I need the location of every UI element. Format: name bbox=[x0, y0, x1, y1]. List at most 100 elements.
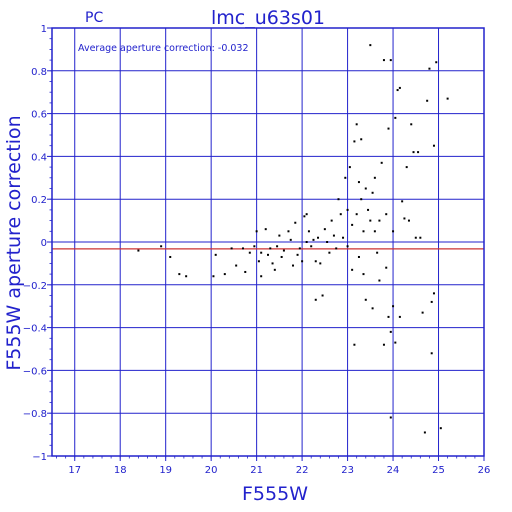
x-tick-label: 20 bbox=[205, 465, 218, 476]
data-point bbox=[373, 176, 376, 179]
data-point bbox=[446, 97, 449, 100]
data-point bbox=[405, 166, 408, 169]
x-tick-label: 23 bbox=[341, 465, 354, 476]
data-point bbox=[392, 305, 395, 308]
data-point bbox=[376, 251, 379, 254]
data-point bbox=[264, 228, 267, 231]
data-point bbox=[410, 123, 413, 126]
data-point bbox=[346, 208, 349, 211]
data-point bbox=[314, 260, 317, 263]
data-point bbox=[421, 311, 424, 314]
x-axis-title: F555W bbox=[242, 483, 308, 505]
data-point bbox=[389, 59, 392, 62]
y-tick-label: 0.4 bbox=[31, 152, 47, 163]
data-point bbox=[414, 236, 417, 239]
data-point bbox=[332, 234, 335, 237]
tick-labels: 17 18 19 20 21 22 23 24 25 26 −1 −0.8 −0.6 −0.4 −0.2 0 0… bbox=[23, 24, 491, 476]
data-point bbox=[241, 247, 244, 250]
y-tick-label: 0 bbox=[41, 238, 47, 249]
data-point bbox=[360, 198, 363, 201]
data-point bbox=[382, 59, 385, 62]
data-point bbox=[419, 236, 422, 239]
chart-title: lmc_u63s01 bbox=[211, 7, 325, 29]
data-point bbox=[137, 249, 140, 252]
data-point bbox=[380, 161, 383, 164]
data-point bbox=[423, 431, 426, 434]
data-point bbox=[244, 270, 247, 273]
data-point bbox=[430, 352, 433, 355]
data-point bbox=[287, 230, 290, 233]
x-tick-label: 21 bbox=[250, 465, 263, 476]
data-point bbox=[357, 255, 360, 258]
data-point bbox=[428, 67, 431, 70]
y-tick-label: −0.8 bbox=[23, 409, 47, 420]
y-tick-label: −1 bbox=[32, 452, 47, 463]
data-point bbox=[330, 219, 333, 222]
data-point bbox=[351, 268, 354, 271]
data-point bbox=[185, 275, 188, 278]
average-correction-note: Average aperture correction: -0.032 bbox=[78, 43, 249, 54]
data-point bbox=[305, 241, 308, 243]
data-point bbox=[305, 213, 308, 216]
data-point bbox=[430, 300, 433, 303]
data-point bbox=[396, 89, 399, 92]
data-point bbox=[296, 253, 299, 256]
data-point bbox=[387, 127, 390, 130]
data-point bbox=[260, 251, 263, 254]
data-point bbox=[412, 151, 415, 154]
y-tick-label: −0.2 bbox=[23, 281, 47, 292]
x-tick-label: 24 bbox=[387, 465, 400, 476]
data-point bbox=[398, 86, 401, 89]
y-tick-label: 1 bbox=[41, 24, 47, 35]
y-tick-label: −0.4 bbox=[23, 324, 47, 335]
data-point bbox=[389, 416, 392, 419]
data-point bbox=[385, 266, 388, 269]
data-point bbox=[435, 61, 438, 64]
data-point bbox=[353, 343, 356, 346]
data-point bbox=[314, 298, 317, 301]
data-point bbox=[364, 187, 367, 190]
data-point bbox=[355, 213, 358, 216]
data-point bbox=[289, 238, 292, 241]
data-point bbox=[432, 292, 435, 295]
data-point bbox=[369, 44, 372, 47]
data-point bbox=[339, 213, 342, 216]
data-point bbox=[371, 307, 374, 310]
data-point bbox=[403, 217, 406, 220]
data-point bbox=[323, 228, 326, 231]
data-point bbox=[335, 247, 338, 250]
data-point bbox=[348, 166, 351, 169]
data-point bbox=[367, 208, 370, 211]
grid-layer bbox=[52, 27, 485, 457]
data-point bbox=[357, 181, 360, 184]
data-point bbox=[273, 268, 276, 271]
data-point bbox=[417, 151, 420, 154]
data-point bbox=[214, 253, 217, 256]
data-points bbox=[137, 44, 449, 434]
x-tick-label: 25 bbox=[432, 465, 445, 476]
data-point bbox=[280, 255, 283, 258]
data-point bbox=[369, 219, 372, 222]
data-point bbox=[328, 251, 331, 254]
data-point bbox=[271, 262, 274, 265]
data-point bbox=[255, 230, 258, 233]
data-point bbox=[169, 255, 172, 258]
data-point bbox=[282, 249, 285, 252]
data-point bbox=[439, 427, 442, 430]
data-point bbox=[371, 191, 374, 194]
x-tick-label: 18 bbox=[114, 465, 127, 476]
data-point bbox=[398, 315, 401, 318]
data-point bbox=[382, 343, 385, 346]
data-point bbox=[212, 275, 215, 278]
data-point bbox=[321, 294, 324, 297]
data-point bbox=[294, 221, 297, 224]
data-point bbox=[362, 230, 365, 233]
y-tick-label: 0.8 bbox=[31, 67, 47, 78]
instrument-label: PC bbox=[85, 10, 103, 26]
data-point bbox=[337, 198, 340, 201]
data-point bbox=[394, 116, 397, 119]
data-point bbox=[385, 213, 388, 216]
data-point bbox=[351, 223, 354, 226]
data-point bbox=[344, 176, 347, 179]
